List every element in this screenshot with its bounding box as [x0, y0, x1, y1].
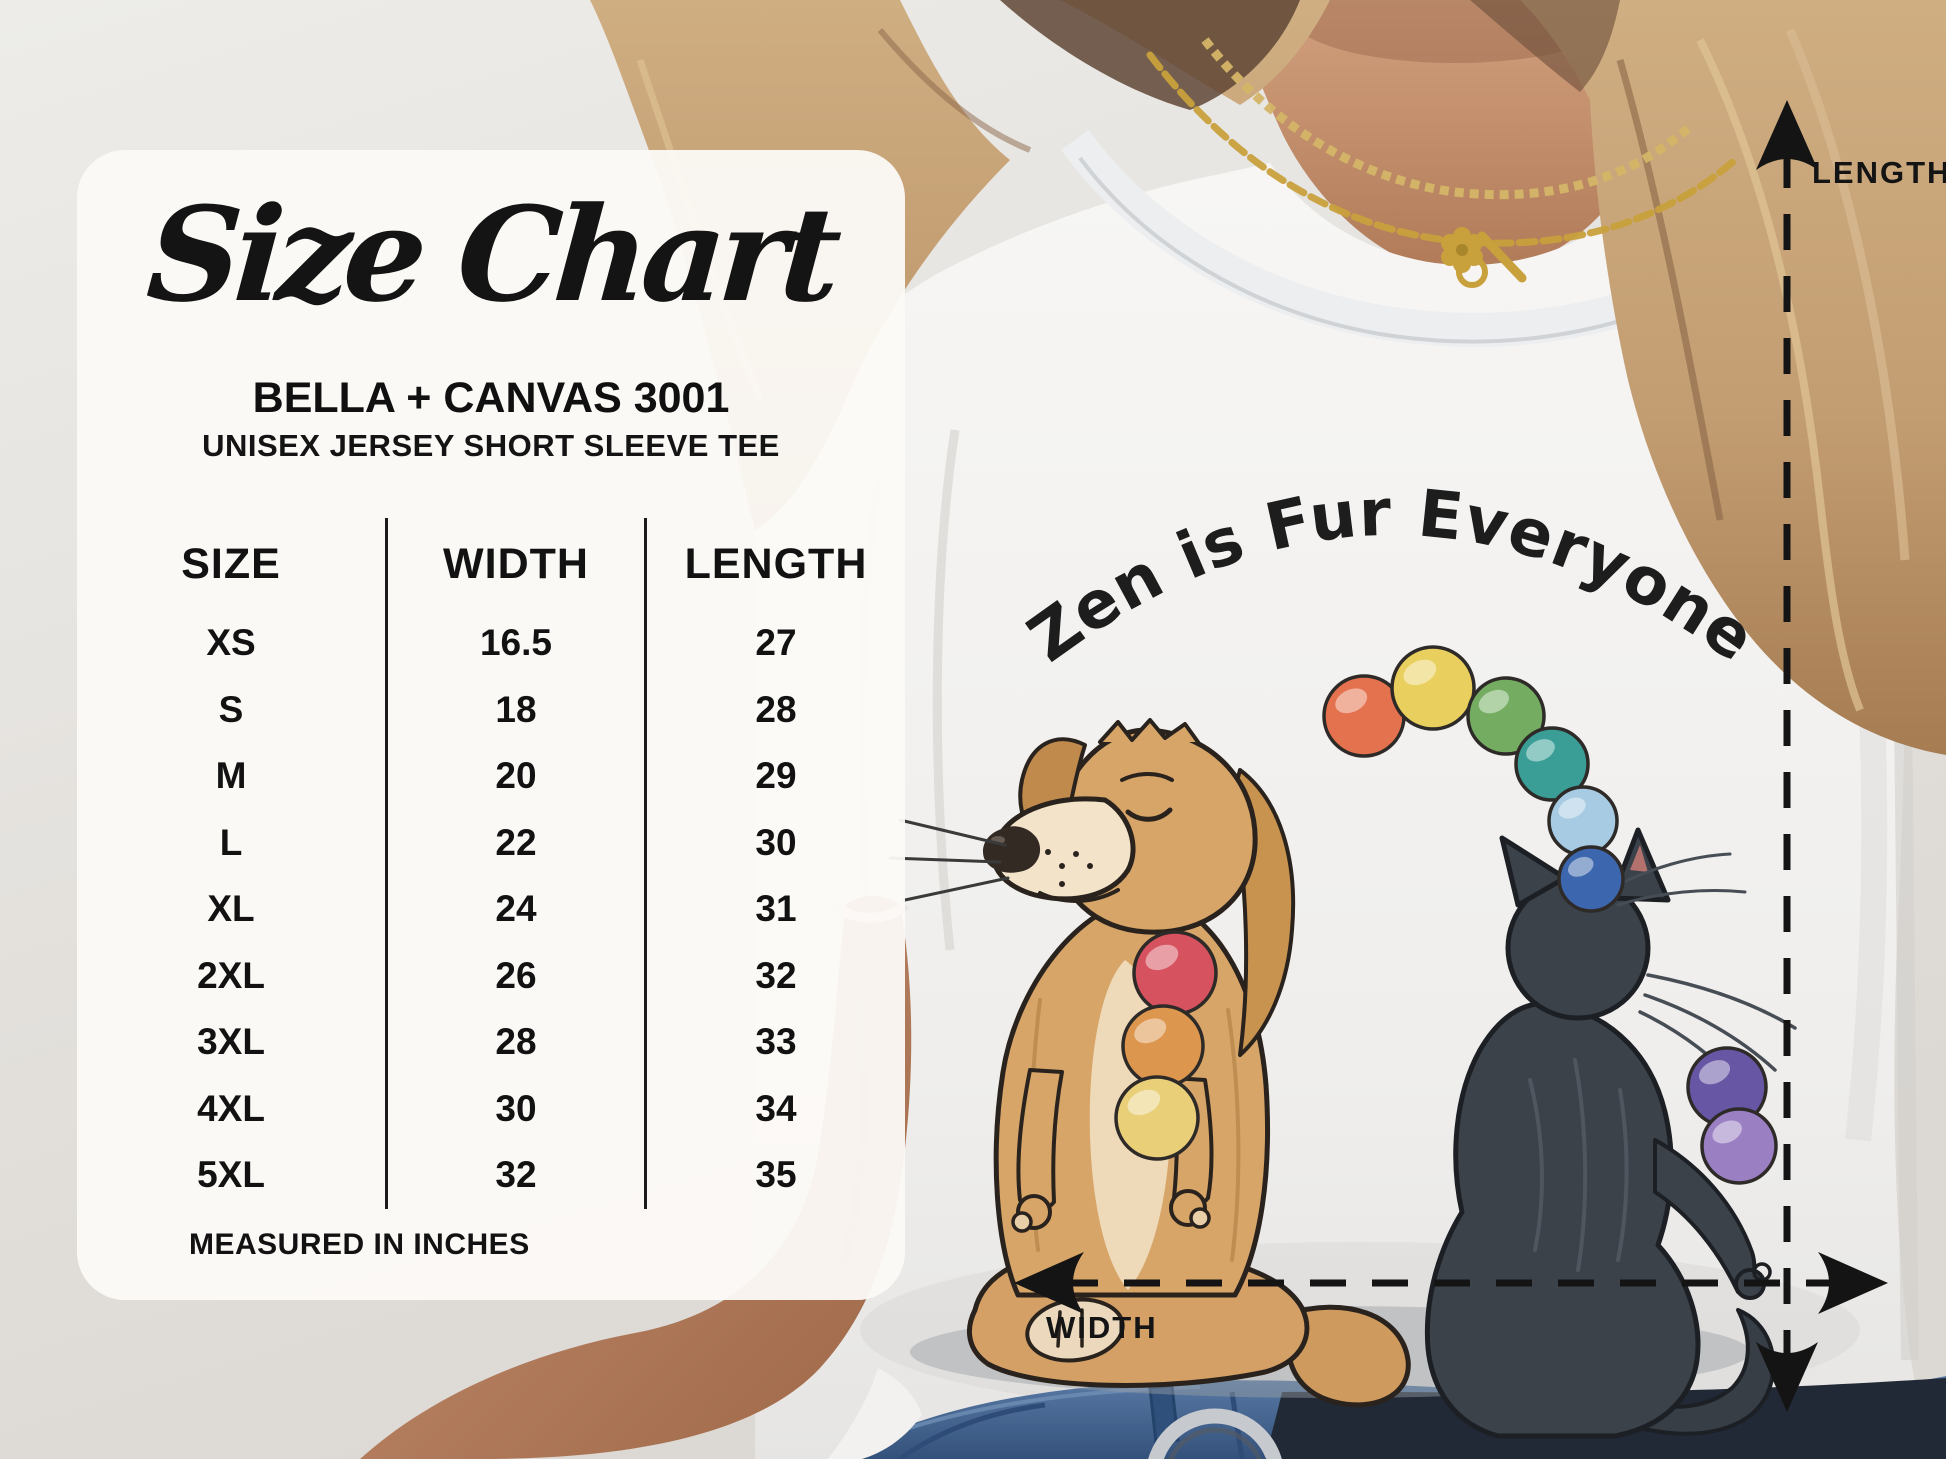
ball-highlight [1127, 1089, 1161, 1116]
ball-highlight [1145, 944, 1179, 971]
table-row: M 20 29 [77, 743, 905, 810]
ball-highlight [1698, 1060, 1731, 1085]
ball-highlight [1335, 688, 1368, 714]
ball-orange [1121, 1004, 1205, 1088]
length-label: LENGTH [1812, 155, 1946, 190]
cell-size: M [215, 755, 247, 797]
length-arrow-down-icon [1756, 1342, 1818, 1412]
measurement-annotations: LENGTH WIDTH [1014, 100, 1946, 1412]
ball-red [1132, 930, 1218, 1016]
cell-size: 3XL [197, 1021, 265, 1063]
panel-title: Size Chart [142, 178, 840, 331]
column-header-size: SIZE [181, 539, 281, 588]
cell-width: 18 [385, 676, 647, 743]
brand-line: BELLA + CANVAS 3001 [252, 374, 730, 422]
table-row: L 22 30 [77, 809, 905, 876]
cat-illustration [1424, 827, 1797, 1439]
column-header-width: WIDTH [385, 518, 647, 610]
cell-size: S [218, 688, 244, 730]
table-row: XS 16.5 27 [77, 610, 905, 677]
cell-width: 30 [385, 1075, 647, 1142]
cell-width: 16.5 [385, 610, 647, 677]
size-table: SIZE WIDTH LENGTH XS 16.5 27 S 18 28 M 2… [77, 518, 905, 1209]
gold-necklace [1146, 37, 1739, 288]
table-row: XL 24 31 [77, 876, 905, 943]
table-row: 3XL 28 33 [77, 1009, 905, 1076]
cell-size: 5XL [197, 1154, 265, 1196]
cell-size: 2XL [197, 954, 265, 996]
size-chart-panel: Size Chart BELLA + CANVAS 3001 UNISEX JE… [77, 150, 905, 1300]
cell-length: 34 [755, 1087, 797, 1129]
cell-size: L [219, 821, 243, 863]
width-arrow-right-icon [1818, 1252, 1888, 1314]
cell-length: 27 [755, 622, 797, 664]
cell-width: 32 [385, 1142, 647, 1209]
width-arrow-left-icon [1014, 1252, 1084, 1314]
cell-length: 35 [755, 1154, 797, 1196]
table-row: 4XL 30 34 [77, 1075, 905, 1142]
cell-width: 24 [385, 876, 647, 943]
cell-length: 32 [755, 954, 797, 996]
table-row: S 18 28 [77, 676, 905, 743]
belt-ring [1148, 1408, 1282, 1459]
column-header-length: LENGTH [684, 539, 868, 588]
ball-violet [1700, 1107, 1778, 1185]
ball-teal [1514, 726, 1590, 802]
cell-length: 31 [755, 888, 797, 930]
cell-length: 29 [755, 755, 797, 797]
cell-size: 4XL [197, 1087, 265, 1129]
ball-light-blue [1547, 785, 1619, 857]
ball-highlight [1478, 689, 1509, 714]
cell-size: XS [206, 622, 256, 664]
width-label: WIDTH [1046, 1310, 1158, 1345]
cell-width: 26 [385, 942, 647, 1009]
cell-width: 28 [385, 1009, 647, 1076]
cell-length: 30 [755, 821, 797, 863]
length-arrow-up-icon [1756, 100, 1818, 170]
ball-green [1466, 676, 1546, 756]
ball-highlight [1526, 739, 1555, 762]
ball-highlight [1568, 856, 1594, 877]
table-row: 2XL 26 32 [77, 942, 905, 1009]
ball-highlight [1134, 1018, 1167, 1044]
table-header-row: SIZE WIDTH LENGTH [77, 518, 905, 610]
ball-blue [1557, 845, 1625, 913]
ball-highlight [1403, 659, 1437, 686]
measurement-note: MEASURED IN INCHES [189, 1228, 530, 1261]
cell-width: 20 [385, 743, 647, 810]
necklace-pendant [1441, 227, 1527, 288]
ball-highlight [1712, 1120, 1742, 1144]
ball-amber [1114, 1075, 1200, 1161]
cell-length: 33 [755, 1021, 797, 1063]
chakra-balls [1114, 645, 1778, 1185]
table-row: 5XL 32 35 [77, 1142, 905, 1209]
cell-length: 28 [755, 688, 797, 730]
cell-size: XL [207, 888, 255, 930]
ball-highlight [1558, 797, 1586, 819]
ball-yellow [1390, 645, 1476, 731]
product-line: UNISEX JERSEY SHORT SLEEVE TEE [202, 428, 780, 463]
cell-width: 22 [385, 809, 647, 876]
